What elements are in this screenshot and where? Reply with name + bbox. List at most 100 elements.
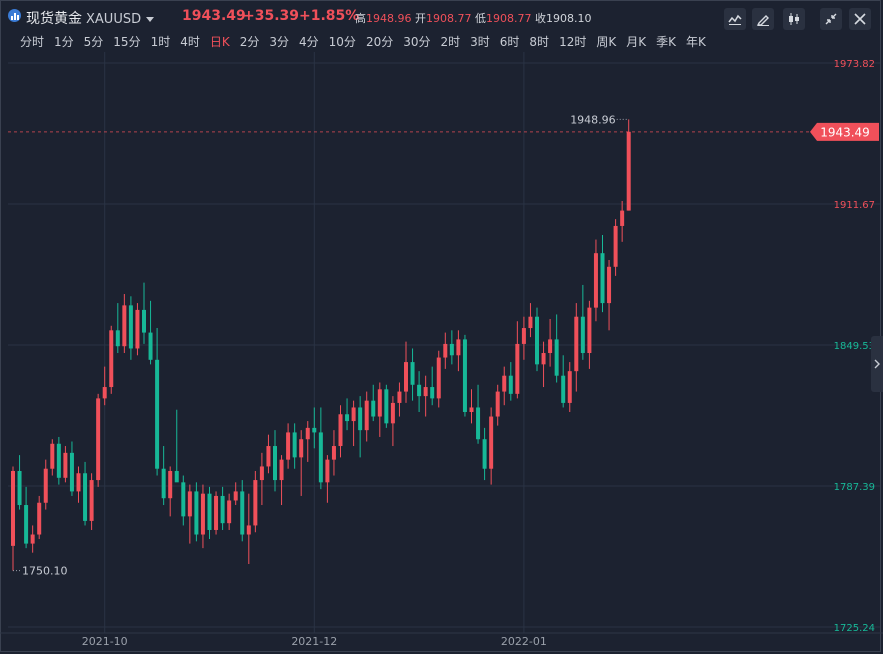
candle-body[interactable] [430, 387, 435, 399]
candle-body[interactable] [462, 339, 467, 413]
expand-panel-button[interactable] [871, 336, 883, 392]
candle-body[interactable] [358, 407, 363, 431]
candle-body[interactable] [449, 343, 454, 356]
candle-body[interactable] [174, 470, 179, 483]
candle-body[interactable] [220, 495, 225, 524]
candle-body[interactable] [96, 398, 101, 481]
period-tab[interactable]: 20分 [365, 35, 394, 49]
period-tab[interactable]: 1时 [150, 35, 171, 49]
candle-body[interactable] [286, 432, 291, 460]
instrument-selector[interactable]: 现货黄金 XAUUSD [26, 8, 155, 28]
candle-body[interactable] [371, 400, 376, 417]
candle-body[interactable] [279, 459, 284, 481]
candle-body[interactable] [56, 443, 61, 478]
candle-body[interactable] [318, 432, 323, 483]
period-tab[interactable]: 3时 [470, 35, 490, 49]
candle-body[interactable] [89, 480, 94, 521]
candle-body[interactable] [626, 131, 631, 211]
candle-body[interactable] [305, 427, 310, 440]
candle-body[interactable] [312, 427, 317, 433]
candle-body[interactable] [11, 470, 15, 546]
candle-body[interactable] [364, 400, 369, 431]
candle-body[interactable] [521, 328, 526, 344]
period-tab[interactable]: 3分 [269, 35, 290, 49]
candle-body[interactable] [554, 339, 559, 376]
candle-body[interactable] [69, 452, 74, 492]
candle-body[interactable] [155, 359, 160, 469]
period-tab[interactable]: 月K [626, 35, 647, 49]
line-chart-button[interactable] [724, 8, 746, 30]
candle-body[interactable] [240, 491, 245, 535]
candle-body[interactable] [76, 473, 81, 492]
candle-body[interactable] [423, 387, 428, 397]
candle-body[interactable] [207, 493, 212, 530]
candle-body[interactable] [115, 330, 120, 347]
candle-body[interactable] [482, 439, 487, 469]
candle-body[interactable] [273, 446, 277, 481]
candle-body[interactable] [620, 210, 625, 226]
candle-body[interactable] [548, 339, 553, 354]
period-tab[interactable]: 4时 [180, 35, 200, 49]
candle-body[interactable] [259, 466, 264, 481]
candle-body[interactable] [266, 446, 271, 467]
candle-body[interactable] [187, 491, 192, 517]
candle-body[interactable] [397, 391, 402, 403]
candle-body[interactable] [37, 502, 42, 535]
candle-body[interactable] [292, 432, 297, 458]
candle-body[interactable] [613, 225, 618, 267]
period-tab[interactable]: 分时 [20, 35, 45, 49]
candle-body[interactable] [63, 452, 68, 478]
chevron-down-icon[interactable] [146, 16, 155, 22]
candle-body[interactable] [567, 371, 572, 403]
candle-body[interactable] [417, 384, 422, 397]
period-tab[interactable]: 年K [685, 35, 706, 49]
candle-body[interactable] [43, 468, 48, 503]
candle-body[interactable] [600, 253, 605, 304]
candle-body[interactable] [476, 407, 481, 440]
candle-body[interactable] [535, 316, 539, 365]
candle-body[interactable] [515, 343, 520, 394]
candle-body[interactable] [17, 470, 22, 506]
period-tab[interactable]: 季K [656, 35, 676, 49]
period-tab[interactable]: 15分 [113, 35, 141, 49]
candle-body[interactable] [436, 357, 441, 399]
candle-body[interactable] [24, 505, 29, 544]
candle-body[interactable] [253, 480, 258, 526]
period-tab[interactable]: 日K [209, 35, 230, 49]
draw-button[interactable] [752, 8, 774, 30]
candle-body[interactable] [384, 389, 389, 424]
candle-body[interactable] [410, 362, 415, 385]
candle-body[interactable] [561, 375, 566, 403]
period-tab[interactable]: 2时 [440, 35, 461, 49]
candle-body[interactable] [168, 470, 173, 499]
period-tab[interactable]: 30分 [403, 35, 431, 49]
period-tab[interactable]: 4分 [299, 35, 319, 49]
period-tab[interactable]: 5分 [83, 35, 104, 49]
candle-body[interactable] [489, 416, 494, 469]
collapse-button[interactable] [820, 8, 842, 30]
candle-body[interactable] [331, 446, 336, 460]
candle-body[interactable] [135, 309, 140, 349]
period-tab[interactable]: 8时 [529, 35, 550, 49]
period-tab[interactable]: 10分 [328, 35, 356, 49]
candle-body[interactable] [161, 468, 166, 499]
candle-body[interactable] [502, 375, 507, 392]
candle-body[interactable] [587, 307, 592, 354]
candle-body[interactable] [528, 316, 533, 329]
candle-body[interactable] [214, 495, 219, 530]
candle-body[interactable] [299, 439, 304, 458]
candle-body[interactable] [148, 332, 153, 360]
candle-body[interactable] [50, 443, 55, 469]
candle-body[interactable] [233, 491, 238, 501]
candle-body[interactable] [443, 343, 448, 358]
candle-body[interactable] [607, 266, 612, 304]
candle-body[interactable] [325, 459, 330, 483]
candle-body[interactable] [580, 316, 585, 354]
candle-body[interactable] [495, 391, 500, 417]
candle-body[interactable] [338, 414, 343, 447]
candle-body[interactable] [83, 473, 88, 521]
candle-body[interactable] [142, 309, 146, 333]
period-tab[interactable]: 12时 [559, 35, 587, 49]
candle-body[interactable] [109, 330, 114, 388]
candle-body[interactable] [246, 525, 251, 535]
